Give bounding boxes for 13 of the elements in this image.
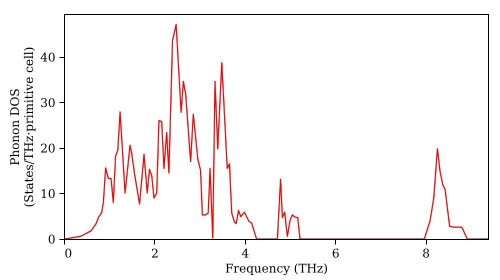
x-tick-label: 4 xyxy=(241,246,250,260)
y-axis-title: Phonon DOS (States/THz·primitive cell) xyxy=(8,46,36,208)
y-tick-label: 20 xyxy=(40,141,56,156)
x-tick-label: 2 xyxy=(151,246,159,260)
y-tick-label: 0 xyxy=(48,232,56,246)
y-tick-label: 10 xyxy=(40,186,56,201)
x-axis-title: Frequency (THz) xyxy=(225,262,328,276)
y-tick-label: 40 xyxy=(40,50,56,64)
x-tick-label: 8 xyxy=(422,246,430,260)
line-series xyxy=(64,24,488,239)
y-tick-label: 30 xyxy=(40,96,56,110)
x-tick-label: 6 xyxy=(332,246,340,260)
x-tick-label: 0 xyxy=(64,246,72,260)
